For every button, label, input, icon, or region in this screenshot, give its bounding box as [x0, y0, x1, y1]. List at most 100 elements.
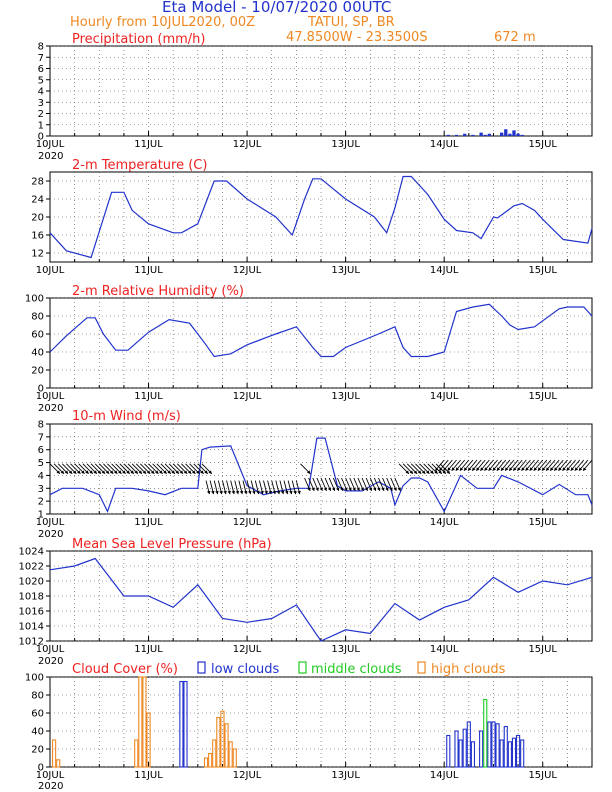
low-cloud-bar — [458, 739, 463, 768]
middle-clouds-legend-label: middle clouds — [311, 662, 402, 677]
wind-barb-head — [211, 490, 215, 495]
precip-ytick-label: 5 — [38, 75, 44, 86]
wind-xtick-label: 15JUL — [528, 517, 557, 528]
low-cloud-bar — [491, 721, 496, 768]
wind-barb-head — [77, 470, 81, 474]
wind-barb-head — [155, 470, 159, 474]
wind-ytick-label: 5 — [38, 458, 44, 469]
temperature-panel-title: 2-m Temperature (C) — [72, 158, 207, 173]
wind-barb-head — [574, 467, 579, 471]
wind-barb-head — [352, 487, 356, 491]
wind-barb-head — [252, 490, 256, 495]
wind-ytick-label: 1 — [38, 510, 44, 521]
precip-bar — [479, 132, 483, 136]
pressure-ytick-label: 1022 — [19, 562, 44, 573]
humidity-ytick-label: 60 — [31, 330, 44, 341]
wind-barb-head — [260, 490, 264, 495]
wind-barb-head — [315, 487, 319, 491]
wind-barb-head — [311, 487, 315, 491]
wind-barb-head — [480, 467, 484, 471]
high-cloud-bar — [52, 739, 57, 768]
low-cloud-bar — [479, 730, 484, 768]
wind-barb-head — [227, 490, 231, 495]
pressure-xtick-label: 11JUL — [134, 644, 163, 655]
wind-barb-head — [223, 490, 227, 495]
pressure-xtick-label: 14JUL — [430, 644, 459, 655]
high-cloud-bar — [56, 759, 61, 768]
wind-barb-head — [60, 470, 65, 474]
wind-barb-head — [248, 490, 252, 495]
low-cloud-bar — [499, 739, 504, 768]
wind-barb-head — [276, 490, 281, 495]
precip-bar — [520, 134, 524, 136]
wind-barb-head — [447, 467, 451, 471]
year-label-cloud: 2020 — [38, 781, 63, 792]
wind-barb-head — [566, 467, 570, 471]
temperature-xtick-label: 13JUL — [331, 265, 360, 276]
wind-barb-head — [500, 467, 505, 471]
precip-bar — [463, 133, 467, 136]
precip-xtick-label: 12JUL — [233, 139, 262, 150]
cloud-ytick-label: 0 — [38, 763, 44, 774]
wind-barb-head — [109, 470, 114, 474]
precip-bar — [446, 134, 450, 136]
wind-barb-head — [208, 470, 212, 474]
wind-barb-head — [196, 470, 200, 474]
pressure-panel-title: Mean Sea Level Pressure (hPa) — [72, 537, 272, 552]
low-cloud-bar — [183, 680, 188, 768]
wind-barb-head — [389, 487, 393, 491]
low-cloud-bar — [503, 725, 508, 768]
wind-barb-head — [496, 467, 501, 471]
humidity-series-line — [49, 303, 593, 358]
low-cloud-bar — [470, 741, 476, 768]
wind-barb-head — [118, 470, 122, 474]
wind-barb-head — [430, 470, 434, 474]
wind-barb-head — [393, 487, 397, 491]
wind-barb-head — [459, 467, 464, 471]
precip-bar — [471, 134, 475, 136]
pressure-ytick-label: 1018 — [19, 592, 44, 603]
wind-barb-head — [284, 490, 289, 495]
wind-barb-head — [268, 490, 273, 495]
high-cloud-bar — [134, 739, 139, 768]
wind-barb-head — [289, 490, 293, 495]
wind-barb-head — [368, 487, 373, 491]
humidity-xtick-label: 12JUL — [233, 391, 262, 402]
wind-barb-head — [377, 487, 381, 491]
pressure-ytick-label: 1024 — [19, 547, 44, 558]
high-cloud-bar — [142, 676, 147, 768]
humidity-xtick-label: 14JUL — [430, 391, 459, 402]
wind-barb-head — [56, 470, 60, 474]
humidity-ytick-label: 40 — [31, 348, 44, 359]
wind-barb-head — [451, 467, 455, 471]
wind-barb-head — [505, 467, 509, 471]
middle-clouds-swatch — [298, 661, 307, 674]
pressure-xtick-label: 15JUL — [528, 644, 557, 655]
low-cloud-bar — [454, 730, 459, 768]
wind-barb-head — [179, 470, 184, 474]
wind-barb-head — [455, 467, 460, 471]
wind-barb-head — [206, 490, 211, 495]
precip-bar — [504, 129, 508, 136]
wind-barb-head — [472, 467, 476, 471]
wind-ytick-label: 7 — [38, 432, 44, 443]
wind-barb-head — [434, 470, 438, 474]
wind-barb-head — [122, 470, 126, 474]
low-cloud-bar — [179, 680, 184, 768]
wind-ytick-label: 6 — [38, 445, 44, 456]
pressure-ytick-label: 1020 — [19, 577, 44, 588]
wind-barb-head — [550, 467, 554, 471]
header-coords: 47.8500W - 23.3500S — [286, 30, 428, 45]
wind-xtick-label: 14JUL — [430, 517, 459, 528]
wind-barb-head — [517, 467, 521, 471]
low-cloud-bar — [507, 741, 512, 768]
wind-barb-head — [215, 490, 219, 495]
high-cloud-bar — [203, 757, 209, 768]
temperature-xtick-label: 10JUL — [36, 265, 65, 276]
wind-barb-head — [280, 490, 285, 495]
wind-barb-head — [554, 467, 558, 471]
wind-barb-head — [306, 470, 311, 474]
wind-xtick-label: 12JUL — [233, 517, 262, 528]
wind-barb-head — [344, 487, 348, 491]
